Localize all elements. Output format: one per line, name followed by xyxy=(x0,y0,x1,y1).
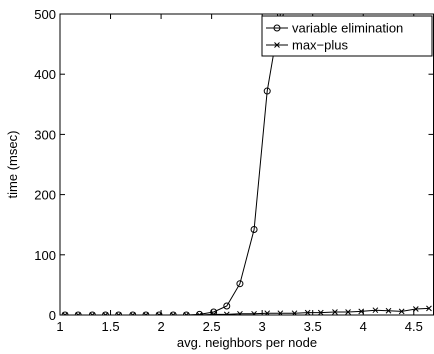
data-point-max-plus xyxy=(143,312,149,315)
data-point-variable-elimination xyxy=(142,311,150,315)
data-point-variable-elimination xyxy=(155,311,163,315)
data-point-variable-elimination xyxy=(88,311,96,315)
data-point-max-plus xyxy=(115,312,122,315)
data-point-max-plus xyxy=(170,312,177,315)
y-tick-label: 0 xyxy=(49,308,56,323)
data-point-variable-elimination xyxy=(223,302,231,310)
y-tick-label: 400 xyxy=(34,67,56,82)
data-point-variable-elimination xyxy=(101,311,109,315)
y-tick-label: 100 xyxy=(34,248,56,263)
data-point-variable-elimination xyxy=(182,311,190,315)
x-tick-label: 3 xyxy=(259,319,266,334)
data-point-max-plus xyxy=(426,305,432,312)
data-point-max-plus xyxy=(183,312,190,315)
data-point-variable-elimination xyxy=(61,311,69,315)
x-tick-label: 3.5 xyxy=(304,319,322,334)
x-tick-label: 2 xyxy=(157,319,164,334)
series-line-max-plus xyxy=(65,307,429,315)
data-point-variable-elimination xyxy=(250,226,258,234)
legend-marker-x xyxy=(274,42,280,48)
data-point-variable-elimination xyxy=(263,87,271,95)
legend-entry-variable-elimination: variable elimination xyxy=(266,21,403,36)
data-point-max-plus xyxy=(89,312,96,315)
data-point-variable-elimination xyxy=(74,311,82,315)
series-variable-elimination xyxy=(61,14,284,315)
data-point-max-plus xyxy=(332,309,338,315)
data-point-max-plus xyxy=(345,309,351,315)
x-tick-label: 4.5 xyxy=(405,319,423,334)
x-axis-label: avg. neighbors per node xyxy=(177,335,317,350)
series-max-plus xyxy=(62,305,432,315)
axis-ticks: 1 1.5 2 2.5 3 3.5 4 4.5 0 100 200 300 400 500 xyxy=(34,7,434,334)
legend-entry-max-plus: max−plus xyxy=(266,38,348,53)
legend-label-max-plus: max−plus xyxy=(292,38,348,53)
plot-marks xyxy=(61,14,432,315)
data-point-max-plus xyxy=(62,312,68,315)
y-axis-label: time (msec) xyxy=(5,131,20,199)
data-point-variable-elimination xyxy=(129,311,137,315)
data-point-max-plus xyxy=(237,310,243,315)
legend: variable elimination max−plus xyxy=(261,15,433,57)
series-line-variable-elimination xyxy=(65,14,281,315)
y-tick-label: 200 xyxy=(34,188,56,203)
data-point-max-plus xyxy=(75,312,82,315)
x-tick-label: 1.5 xyxy=(102,319,120,334)
data-point-max-plus xyxy=(196,312,203,315)
data-point-max-plus xyxy=(372,307,379,314)
x-tick-label: 4 xyxy=(360,319,367,334)
data-point-max-plus xyxy=(398,308,405,315)
data-point-max-plus xyxy=(385,307,392,314)
legend-marker-circle xyxy=(273,24,281,32)
x-tick-label: 2.5 xyxy=(203,319,221,334)
data-point-variable-elimination xyxy=(169,311,177,315)
data-point-max-plus xyxy=(129,312,136,315)
x-tick-label: 1 xyxy=(56,319,63,334)
plot-frame xyxy=(59,13,434,316)
y-tick-label: 500 xyxy=(34,7,56,22)
legend-box xyxy=(261,15,433,57)
data-point-max-plus xyxy=(223,311,230,315)
data-point-max-plus xyxy=(317,309,324,315)
y-tick-label: 300 xyxy=(34,127,56,142)
data-point-max-plus xyxy=(102,312,109,315)
data-point-variable-elimination xyxy=(115,311,123,315)
data-point-variable-elimination xyxy=(236,280,244,288)
legend-label-variable-elimination: variable elimination xyxy=(292,21,403,36)
data-point-max-plus xyxy=(251,310,257,315)
data-point-max-plus xyxy=(304,309,311,315)
